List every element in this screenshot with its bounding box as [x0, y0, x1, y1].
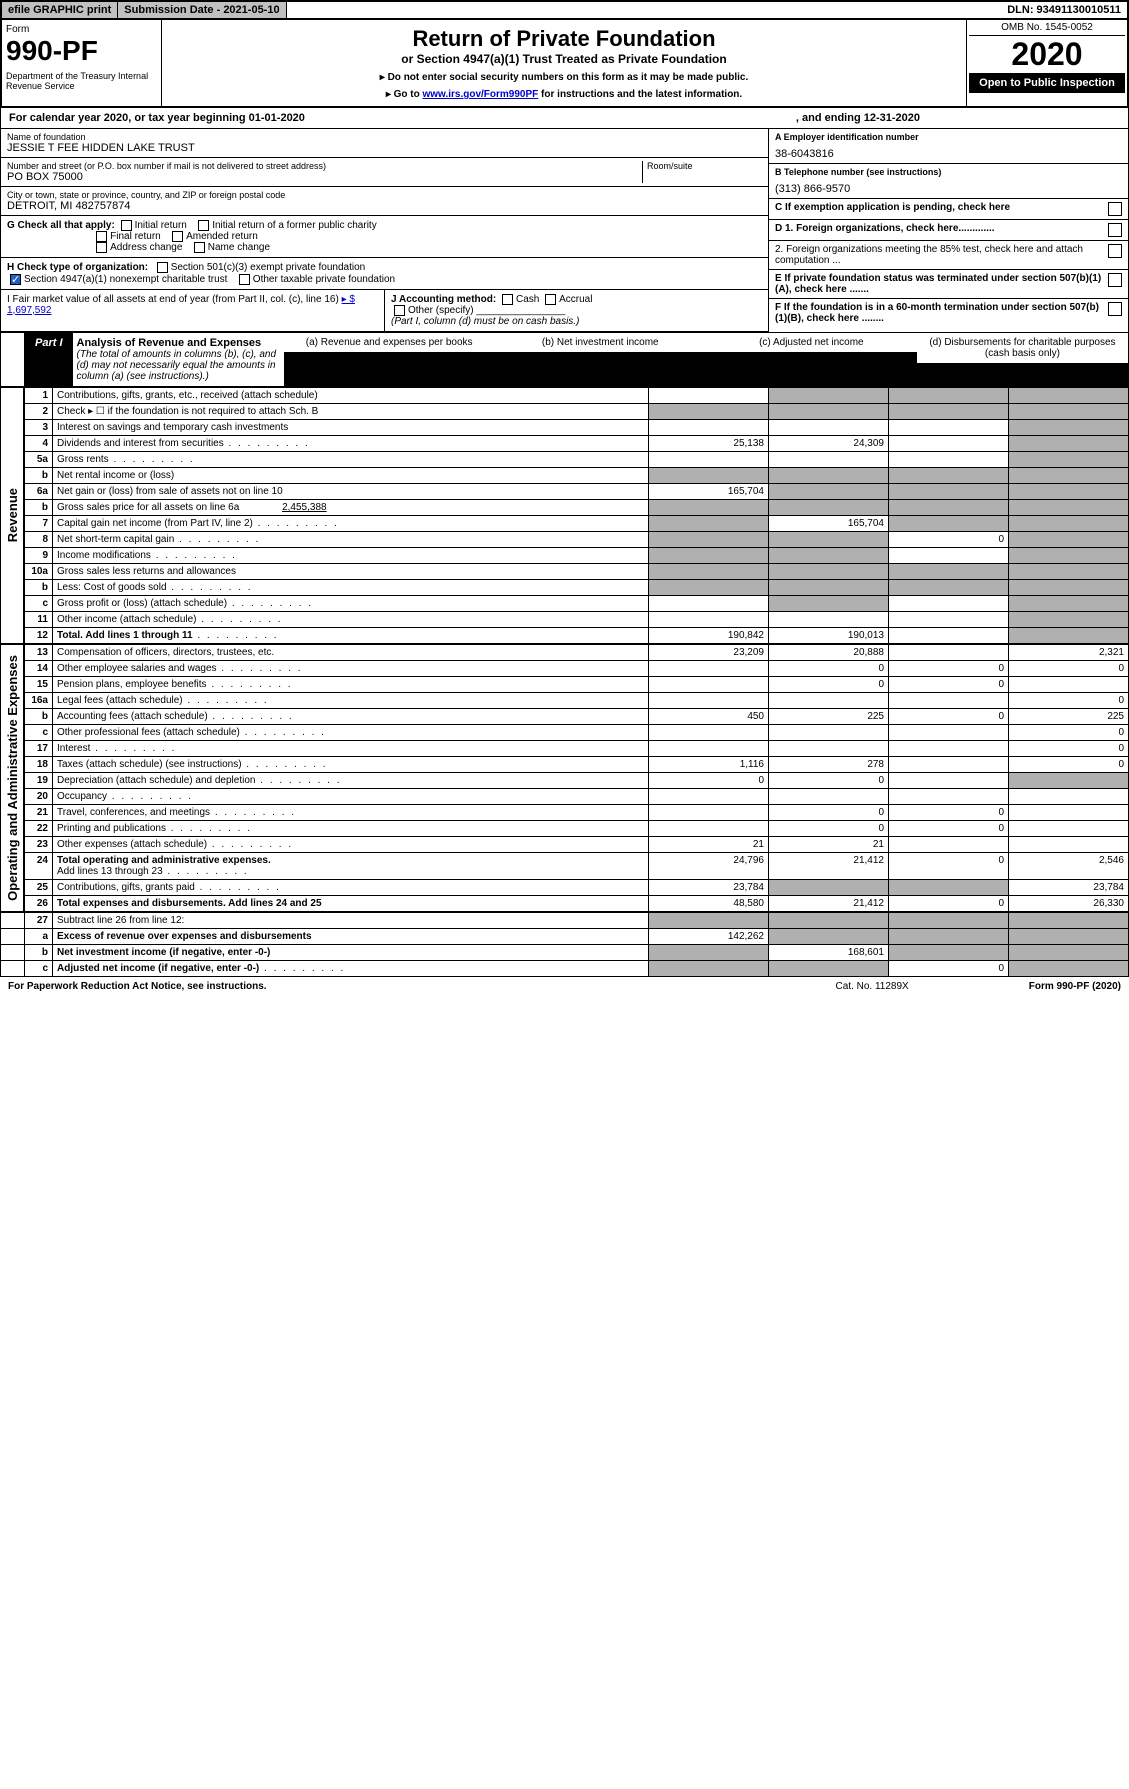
- section-d1: D 1. Foreign organizations, check here..…: [769, 220, 1128, 241]
- section-h: H Check type of organization: Section 50…: [1, 258, 768, 289]
- page-footer: For Paperwork Reduction Act Notice, see …: [0, 977, 1129, 996]
- col-d-header: (d) Disbursements for charitable purpose…: [917, 333, 1128, 363]
- calendar-year-row: For calendar year 2020, or tax year begi…: [0, 108, 1129, 129]
- chk-name-change[interactable]: [194, 242, 205, 253]
- chk-accrual[interactable]: [545, 294, 556, 305]
- revenue-side-label: Revenue: [5, 488, 20, 542]
- irs-link[interactable]: www.irs.gov/Form990PF: [423, 89, 539, 100]
- expenses-table: 13Compensation of officers, directors, t…: [24, 644, 1129, 912]
- chk-other-method[interactable]: [394, 305, 405, 316]
- part1-label: Part I: [25, 333, 73, 353]
- part1-title: Analysis of Revenue and Expenses (The to…: [73, 333, 284, 386]
- chk-amended[interactable]: [172, 231, 183, 242]
- chk-cash[interactable]: [502, 294, 513, 305]
- form-title: Return of Private Foundation: [168, 26, 960, 52]
- chk-e[interactable]: [1108, 273, 1122, 287]
- top-bar: efile GRAPHIC print Submission Date - 20…: [0, 0, 1129, 20]
- note-goto: ▸ Go to www.irs.gov/Form990PF for instru…: [168, 89, 960, 100]
- chk-c[interactable]: [1108, 202, 1122, 216]
- section-g: G Check all that apply: Initial return I…: [1, 216, 768, 258]
- note-ssn: ▸ Do not enter social security numbers o…: [168, 72, 960, 83]
- efile-button[interactable]: efile GRAPHIC print: [2, 2, 118, 18]
- phone-cell: B Telephone number (see instructions) (3…: [769, 164, 1128, 199]
- submission-date: Submission Date - 2021-05-10: [118, 2, 286, 18]
- section-d2: 2. Foreign organizations meeting the 85%…: [769, 241, 1128, 270]
- section-c: C If exemption application is pending, c…: [769, 199, 1128, 220]
- chk-d1[interactable]: [1108, 223, 1122, 237]
- chk-4947a1[interactable]: [10, 274, 21, 285]
- chk-final-return[interactable]: [96, 231, 107, 242]
- tax-year: 2020: [969, 36, 1125, 73]
- chk-501c3[interactable]: [157, 262, 168, 273]
- chk-initial-return[interactable]: [121, 220, 132, 231]
- col-c-header: (c) Adjusted net income: [706, 333, 917, 352]
- chk-other-taxable[interactable]: [239, 274, 250, 285]
- expenses-side-label: Operating and Administrative Expenses: [5, 655, 20, 901]
- chk-d2[interactable]: [1108, 244, 1122, 258]
- form-subtitle: or Section 4947(a)(1) Trust Treated as P…: [168, 52, 960, 66]
- section-f: F If the foundation is in a 60-month ter…: [769, 299, 1128, 327]
- chk-initial-former[interactable]: [198, 220, 209, 231]
- omb-number: OMB No. 1545-0052: [969, 22, 1125, 36]
- form-number: 990-PF: [6, 35, 157, 67]
- dln: DLN: 93491130010511: [1001, 2, 1127, 18]
- open-public-badge: Open to Public Inspection: [969, 73, 1125, 93]
- section-e: E If private foundation status was termi…: [769, 270, 1128, 299]
- ein-cell: A Employer identification number 38-6043…: [769, 129, 1128, 164]
- chk-f[interactable]: [1108, 302, 1122, 316]
- section-i: I Fair market value of all assets at end…: [1, 290, 385, 331]
- form-label: Form: [6, 24, 157, 35]
- form-header: Form 990-PF Department of the Treasury I…: [0, 20, 1129, 108]
- col-a-header: (a) Revenue and expenses per books: [284, 333, 495, 352]
- dept-text: Department of the Treasury Internal Reve…: [6, 71, 157, 91]
- address-cell: Number and street (or P.O. box number if…: [1, 158, 768, 187]
- city-cell: City or town, state or province, country…: [1, 187, 768, 216]
- section-j: J Accounting method: Cash Accrual Other …: [385, 290, 768, 331]
- line27-table: 27Subtract line 26 from line 12: aExcess…: [0, 912, 1129, 977]
- foundation-name-cell: Name of foundation JESSIE T FEE HIDDEN L…: [1, 129, 768, 158]
- revenue-table: 1Contributions, gifts, grants, etc., rec…: [24, 387, 1129, 644]
- col-b-header: (b) Net investment income: [495, 333, 706, 352]
- chk-address-change[interactable]: [96, 242, 107, 253]
